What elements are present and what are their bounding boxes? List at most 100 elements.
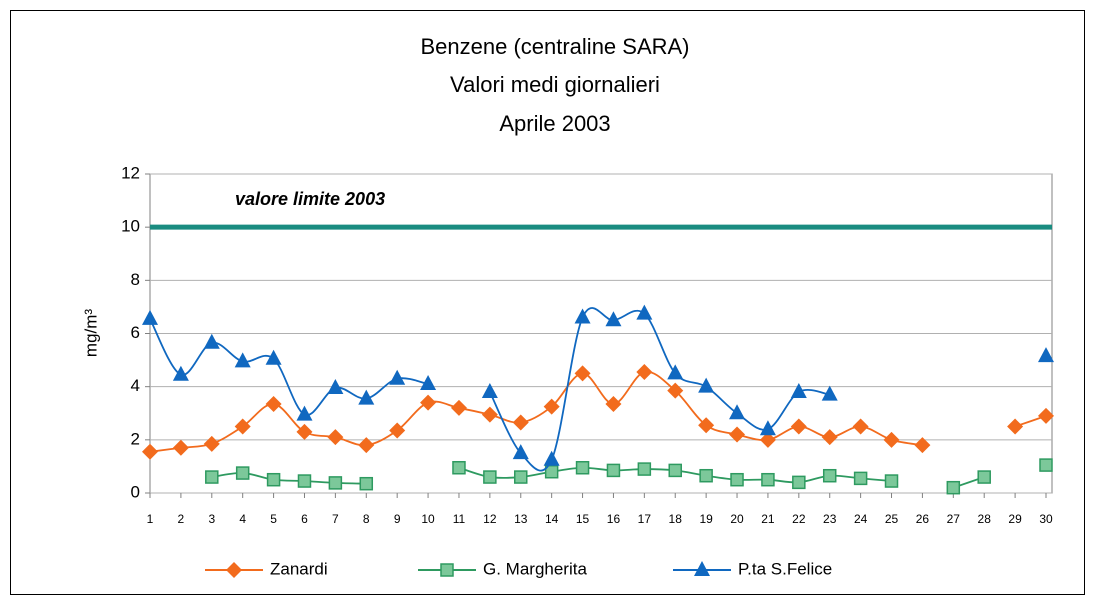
point [512,444,529,460]
point [884,474,899,488]
point [420,394,437,411]
x-tick-label: 15 [576,512,590,526]
point [946,480,961,495]
y-tick-label: 8 [131,270,140,289]
x-tick-label: 19 [699,512,713,526]
point [142,443,158,460]
x-tick-label: 3 [208,512,215,526]
limit-label: valore limite 2003 [235,189,385,209]
x-tick-label: 10 [421,512,435,526]
point [668,463,682,478]
point [729,426,746,443]
point [1007,418,1024,435]
x-tick-label: 23 [823,512,837,526]
x-tick-label: 17 [638,512,652,526]
x-tick-label: 26 [916,512,930,526]
y-tick-label: 6 [131,323,140,342]
point [883,431,900,448]
point [759,420,776,436]
point [450,399,467,416]
y-tick-label: 2 [131,429,140,448]
x-tick-label: 18 [669,512,683,526]
point [389,422,406,439]
point [605,395,622,412]
point [265,395,282,412]
point [821,429,838,446]
x-tick-label: 11 [453,512,466,526]
x-tick-label: 7 [332,512,339,526]
point [667,364,684,380]
point [234,352,251,368]
x-tick-label: 8 [363,512,370,526]
point [327,429,344,446]
point [1038,407,1054,424]
point [359,476,374,491]
y-axis-label: mg/m³ [81,309,100,358]
point [698,377,715,393]
point [543,450,560,466]
legend-marker [440,563,454,577]
point [729,404,746,420]
point [575,460,590,475]
legend-label: G. Margherita [483,559,587,578]
point [543,398,560,415]
point [792,475,806,490]
x-tick-label: 20 [730,512,744,526]
x-tick-label: 21 [761,512,775,526]
point [328,476,343,490]
point [574,365,591,382]
x-tick-label: 4 [239,512,246,526]
x-tick-label: 13 [514,512,528,526]
chart-title: Valori medi giornalieri [450,72,660,97]
x-tick-label: 28 [978,512,992,526]
x-tick-label: 22 [792,512,806,526]
y-tick-label: 4 [131,376,140,395]
point [977,470,991,484]
y-tick-label: 0 [131,482,140,501]
point [822,468,837,483]
point [853,471,868,486]
point [483,470,497,484]
point [605,311,622,327]
x-tick-label: 27 [947,512,961,526]
x-tick-label: 5 [270,512,277,526]
point [790,418,807,435]
x-tick-label: 25 [885,512,899,526]
point [358,389,375,405]
point [667,382,684,399]
point [420,375,437,391]
x-tick-label: 12 [483,512,497,526]
point [699,468,713,483]
point [514,470,528,484]
legend-label: P.ta S.Felice [738,559,832,578]
point [327,378,344,394]
x-tick-label: 2 [178,512,185,526]
legend-marker [694,561,710,576]
x-tick-label: 1 [147,512,154,526]
point [203,435,220,452]
point [1039,458,1053,472]
y-tick-label: 12 [121,163,140,182]
point [636,304,653,320]
point [821,385,838,401]
chart-title: Benzene (centraline SARA) [420,34,689,59]
point [481,382,498,398]
x-tick-label: 16 [607,512,621,526]
legend-label: Zanardi [270,559,328,578]
y-tick-label: 10 [121,217,140,236]
point [296,405,313,421]
point [481,406,498,423]
point [142,309,158,325]
point [172,439,189,456]
point [759,431,776,448]
point [172,365,189,381]
point [790,382,807,398]
point [234,418,251,435]
point [574,308,591,324]
point [606,463,621,478]
point [637,462,652,476]
legend-marker [226,562,242,578]
point [358,437,375,454]
point [914,437,931,454]
